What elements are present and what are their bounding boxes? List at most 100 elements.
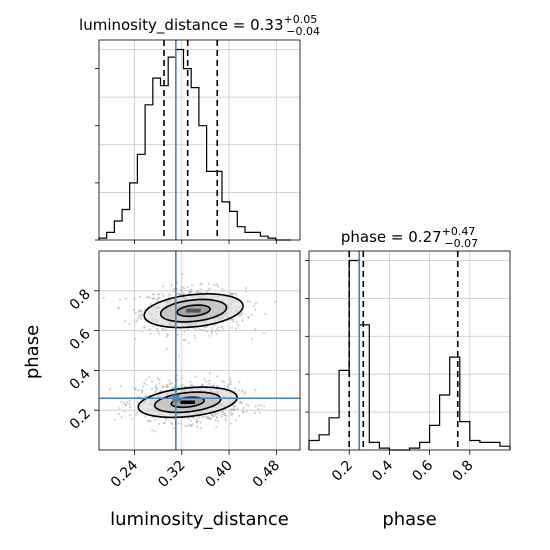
sample-point	[191, 384, 194, 387]
sample-point	[213, 412, 217, 415]
sample-point	[242, 410, 245, 413]
sample-point	[241, 319, 244, 323]
sample-point	[202, 415, 206, 418]
sample-point	[231, 408, 234, 411]
sample-point	[229, 422, 232, 425]
sample-point	[200, 421, 203, 424]
sample-point	[141, 330, 144, 333]
panel-hist-luminosity-distance: luminosity_distance = 0.33+0.05 −0.04	[79, 13, 320, 244]
sample-point	[201, 384, 204, 387]
sample-point	[157, 329, 160, 333]
sample-point	[180, 385, 183, 388]
sample-point	[124, 404, 127, 407]
sample-point	[207, 282, 210, 286]
sample-point	[149, 332, 152, 335]
sample-point	[138, 310, 141, 313]
sample-point	[183, 385, 187, 388]
yticks-phase-hist	[305, 260, 309, 413]
sample-point	[148, 296, 152, 299]
x-axis-label-luminosity-distance: luminosity_distance	[110, 509, 289, 530]
sample-point	[113, 418, 116, 421]
sample-point	[243, 392, 246, 395]
sample-point	[128, 413, 131, 417]
sample-point	[236, 407, 239, 410]
sample-point	[166, 333, 169, 336]
sample-point	[122, 401, 125, 405]
title-minus-phase: −0.07	[444, 237, 478, 250]
sample-point	[163, 421, 166, 424]
sample-point	[224, 417, 227, 420]
sample-point	[176, 281, 179, 284]
sample-point	[248, 300, 251, 303]
sample-point	[189, 380, 192, 384]
title-name-luminosity-distance: luminosity_distance	[79, 16, 228, 35]
sample-point	[169, 382, 172, 385]
sample-point	[201, 416, 204, 419]
sample-point	[183, 330, 186, 333]
histogram-luminosity-distance	[98, 48, 292, 241]
sample-point	[238, 401, 241, 404]
contour-0-middle	[159, 298, 228, 323]
sample-point	[166, 385, 169, 389]
sample-point	[218, 329, 221, 332]
sample-point	[240, 313, 243, 316]
sample-point	[140, 389, 143, 392]
sample-point	[163, 422, 166, 425]
sample-point	[157, 296, 160, 299]
sample-point	[221, 410, 225, 413]
sample-point	[254, 328, 257, 331]
sample-point	[200, 329, 203, 332]
sample-point	[159, 389, 162, 393]
sample-point	[151, 293, 154, 296]
title-value-luminosity-distance: 0.33	[250, 16, 283, 34]
sample-point	[164, 385, 167, 388]
sample-point	[199, 427, 202, 430]
sample-point	[182, 292, 185, 295]
sample-point	[216, 328, 219, 331]
sample-point	[145, 378, 148, 381]
sample-point	[254, 302, 257, 305]
sample-point	[132, 386, 135, 389]
sample-point	[216, 375, 219, 378]
sample-point	[263, 405, 266, 408]
sample-point	[245, 410, 248, 413]
sample-point	[211, 414, 214, 417]
sample-point	[135, 320, 138, 323]
sample-point	[187, 417, 190, 420]
sample-point	[221, 413, 225, 416]
sample-point	[228, 383, 231, 386]
sample-point	[147, 295, 150, 298]
sample-point	[240, 402, 243, 405]
sample-point	[180, 290, 183, 293]
sample-point	[201, 383, 204, 386]
sample-point	[199, 287, 202, 290]
sample-point	[207, 416, 210, 419]
sample-point	[230, 413, 233, 416]
sample-point	[142, 385, 145, 388]
sample-point	[262, 331, 266, 335]
sample-point	[234, 390, 237, 393]
sample-point	[232, 405, 235, 408]
sample-point	[247, 404, 250, 407]
sample-point	[232, 318, 235, 321]
sample-point	[208, 334, 211, 337]
sample-point	[152, 297, 156, 300]
sample-point	[170, 382, 174, 385]
sample-point	[244, 391, 247, 394]
sample-point	[204, 380, 207, 383]
sample-point	[229, 292, 232, 295]
sample-point	[173, 287, 176, 291]
sample-point	[230, 326, 233, 329]
sample-point	[128, 403, 131, 406]
sample-point	[152, 293, 155, 296]
sample-point	[193, 334, 196, 337]
sample-point	[152, 325, 155, 328]
sample-point	[215, 283, 218, 286]
sample-point	[156, 300, 159, 303]
sample-point	[229, 411, 232, 414]
sample-point	[129, 406, 132, 409]
sample-point	[201, 384, 204, 387]
sample-point	[237, 389, 240, 392]
sample-point	[197, 291, 200, 294]
sample-point	[165, 347, 169, 350]
